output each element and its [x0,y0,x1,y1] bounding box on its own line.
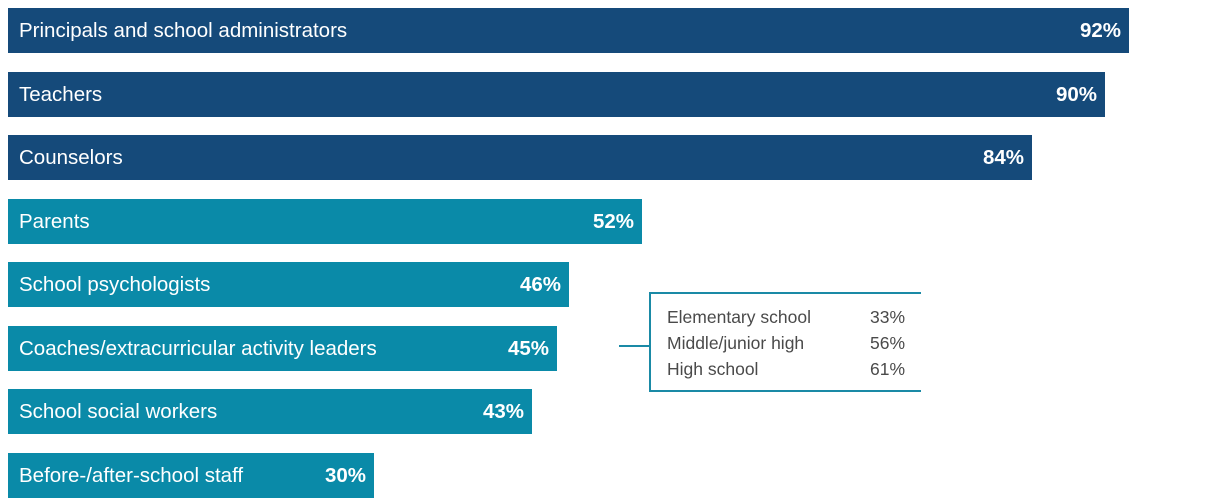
bar-principals-and-school-administrators: Principals and school administrators 92% [8,8,1129,53]
bar-school-psychologists: School psychologists 46% [8,262,569,307]
bar-value-label: 52% [592,210,634,233]
bar-category-label: Before-/after-school staff [19,464,244,487]
bar-teachers: Teachers 90% [8,72,1105,117]
bar-school-social-workers: School social workers 43% [8,389,532,434]
bar-value-label: 43% [482,400,524,423]
bar-counselors: Counselors 84% [8,135,1032,180]
callout-row-value: 61% [870,359,906,379]
callout-row-value: 56% [870,333,906,353]
bar-before-after-school-staff: Before-/after-school staff 30% [8,453,374,498]
bar-value-label: 46% [519,273,561,296]
bar-category-label: School social workers [19,400,218,423]
callout-row-label: Elementary school [667,307,811,327]
callout-row-label: Middle/junior high [667,333,805,353]
callout-row-label: High school [667,359,759,379]
bar-value-label: 90% [1055,83,1097,106]
bar-coaches-extracurricular-activity-leaders: Coaches/extracurricular activity leaders… [8,326,557,371]
bar-category-label: Teachers [19,83,103,106]
callout-row-value: 33% [870,307,906,327]
bar-category-label: School psychologists [19,273,211,296]
bar-category-label: Counselors [19,146,123,169]
bar-value-label: 92% [1079,19,1121,42]
bar-parents: Parents 52% [8,199,642,244]
bar-value-label: 30% [324,464,366,487]
bar-category-label: Parents [19,210,90,233]
bar-category-label: Coaches/extracurricular activity leaders [19,337,377,360]
bar-value-label: 45% [507,337,549,360]
callout-connector-line [619,345,650,347]
bar-category-label: Principals and school administrators [19,19,348,42]
breakdown-callout: Elementary school 33% Middle/junior high… [649,292,921,392]
bar-value-label: 84% [982,146,1024,169]
